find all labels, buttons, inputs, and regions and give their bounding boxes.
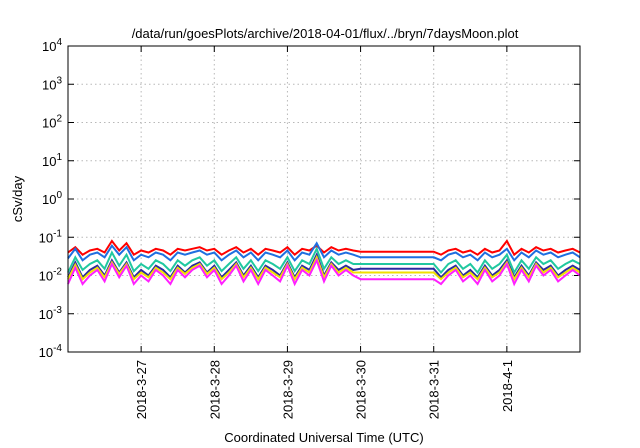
x-tick-label: 2018-3-28 [207,360,222,419]
y-tick-labels: 10-4 10-3 10-2 10-1 100 101 102 103 104 [39,37,63,360]
y-tick-label: 10-3 [39,305,63,322]
y-tick-label: 101 [42,152,62,169]
y-tick-label: 100 [42,190,62,207]
x-tick-label: 2018-3-29 [280,360,295,419]
x-tick-labels: 2018-3-27 2018-3-28 2018-3-29 2018-3-30 2018… [134,360,515,419]
y-tick-label: 102 [42,114,62,131]
y-tick-label: 104 [42,37,62,54]
x-tick-label: 2018-3-30 [354,360,369,419]
y-tick-label: 10-4 [39,343,63,360]
series-line-2 [67,241,581,262]
y-tick-label: 103 [42,75,62,92]
y-tick-label: 10-1 [39,228,63,245]
x-tick-label: 2018-3-31 [427,360,442,419]
series-line-3 [67,246,581,275]
y-axis-label: cSv/day [10,175,25,222]
series-line-5 [67,254,581,282]
plot-frame [67,45,581,353]
x-axis-label: Coordinated Universal Time (UTC) [224,430,423,445]
series-line-1 [67,239,581,257]
chart-title: /data/run/goesPlots/archive/2018-04-01/f… [132,26,519,41]
series-line-6 [67,257,581,287]
x-tick-label: 2018-3-27 [134,360,149,419]
y-tick-label: 10-2 [39,267,63,284]
series-layer [67,239,581,287]
grid-layer [68,45,580,353]
x-tick-label: 2018-4-1 [500,360,515,412]
